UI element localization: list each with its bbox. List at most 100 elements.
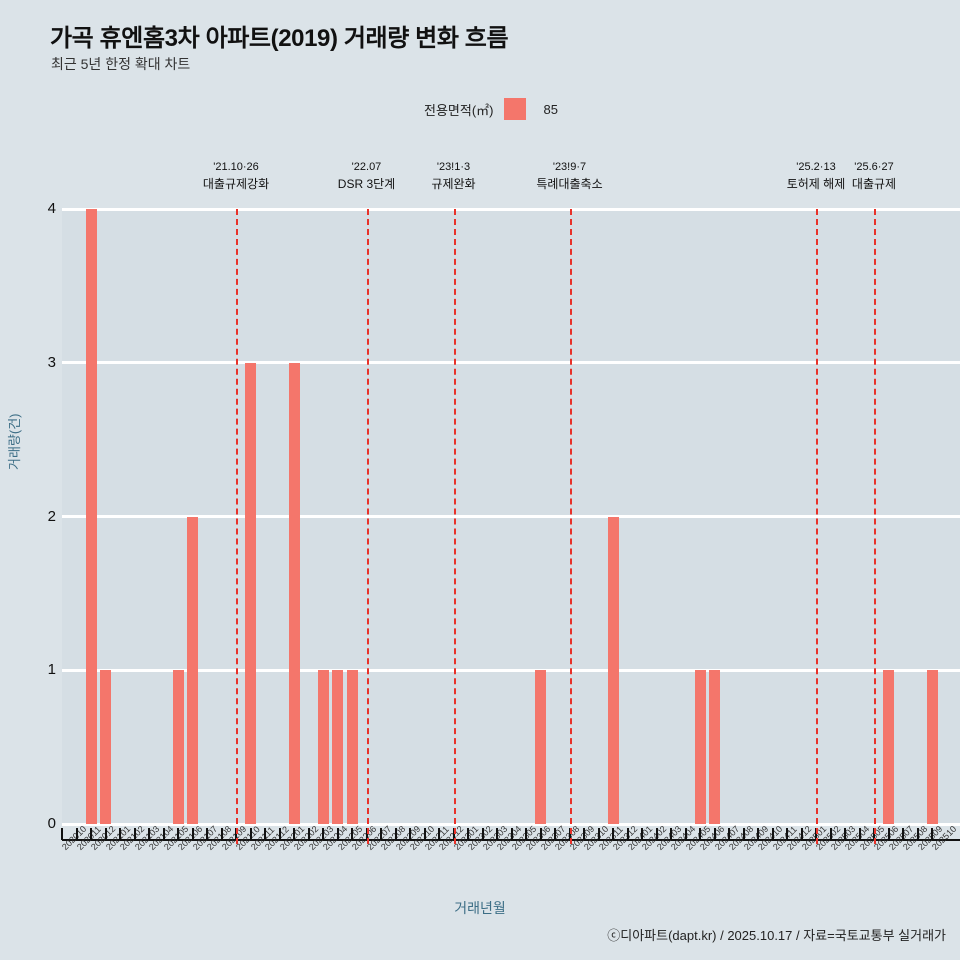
x-tick bbox=[61, 828, 63, 840]
bar[interactable] bbox=[694, 670, 706, 824]
x-tick bbox=[554, 828, 556, 840]
annotation-label: '25.2·13 토허제 해제 bbox=[787, 160, 846, 193]
x-tick bbox=[931, 828, 933, 840]
x-axis-line bbox=[62, 839, 960, 841]
annotation-event: 대출규제강화 bbox=[202, 176, 270, 191]
x-tick bbox=[684, 828, 687, 840]
annotation-date: '22.07 bbox=[351, 161, 382, 173]
x-tick bbox=[612, 828, 614, 840]
bar[interactable] bbox=[245, 362, 256, 824]
legend-value: 85 bbox=[543, 101, 558, 117]
x-tick bbox=[844, 828, 846, 840]
annotation-event: 특례대출축소 bbox=[536, 176, 603, 191]
gridline bbox=[62, 361, 960, 365]
bar[interactable] bbox=[172, 670, 184, 824]
x-tick bbox=[119, 828, 121, 840]
x-tick bbox=[481, 828, 484, 840]
x-tick bbox=[771, 828, 774, 840]
x-tick bbox=[467, 828, 469, 840]
bar[interactable] bbox=[187, 516, 198, 824]
y-tick-label: 4 bbox=[47, 200, 56, 217]
bar[interactable] bbox=[535, 670, 546, 824]
bar[interactable] bbox=[607, 516, 619, 824]
bar[interactable] bbox=[332, 670, 343, 824]
annotation-label: '23!9·7 특례대출축소 bbox=[536, 160, 602, 193]
chart-source-footer: ⓒ디아파트(dapt.kr) / 2025.10.17 / 자료=국토교통부 실… bbox=[607, 928, 946, 943]
x-tick bbox=[786, 828, 788, 840]
bar[interactable] bbox=[317, 670, 329, 824]
x-tick bbox=[148, 828, 150, 840]
x-tick bbox=[322, 828, 324, 840]
x-tick bbox=[249, 828, 252, 840]
x-tick bbox=[641, 828, 643, 840]
x-tick bbox=[496, 828, 498, 840]
x-tick bbox=[655, 828, 658, 840]
bar[interactable] bbox=[883, 670, 894, 824]
x-tick bbox=[206, 828, 208, 840]
x-tick bbox=[177, 828, 179, 840]
x-tick bbox=[742, 828, 745, 840]
x-tick bbox=[104, 828, 107, 840]
x-tick bbox=[525, 828, 527, 840]
x-tick bbox=[264, 828, 266, 840]
annotation-label: '21.10·26 대출규제강화 bbox=[203, 160, 269, 193]
annotation-date: '23!9·7 bbox=[552, 161, 587, 173]
annotation-label: '23!1·3 규제완화 bbox=[431, 160, 475, 193]
annotation-line bbox=[366, 209, 369, 844]
annotation-line bbox=[816, 209, 818, 844]
x-tick bbox=[380, 828, 382, 840]
gridline bbox=[62, 207, 960, 211]
bar[interactable] bbox=[926, 670, 938, 824]
x-tick bbox=[394, 828, 397, 840]
x-tick bbox=[670, 828, 672, 840]
bar[interactable] bbox=[288, 362, 300, 824]
chart-legend: 전용면적(㎡) 85 bbox=[424, 98, 558, 120]
x-tick bbox=[539, 828, 542, 840]
x-tick bbox=[713, 828, 716, 840]
annotation-event: 토허제 해제 bbox=[786, 176, 846, 191]
x-tick bbox=[293, 828, 295, 840]
annotation-line bbox=[453, 209, 456, 844]
x-tick bbox=[438, 828, 440, 840]
x-tick bbox=[829, 828, 832, 840]
annotation-line bbox=[569, 209, 572, 844]
x-tick bbox=[728, 828, 730, 840]
x-tick bbox=[423, 828, 426, 840]
plot-area bbox=[62, 207, 960, 826]
bar[interactable] bbox=[346, 670, 358, 824]
x-tick bbox=[220, 828, 223, 840]
annotation-event: DSR 3단계 bbox=[337, 176, 396, 191]
x-tick bbox=[409, 828, 411, 840]
annotation-line bbox=[874, 209, 876, 844]
annotation-date: '25.2·13 bbox=[796, 161, 836, 173]
annotation-date: '23!1·3 bbox=[436, 161, 471, 173]
gridline bbox=[62, 668, 960, 672]
bar[interactable] bbox=[85, 209, 97, 824]
annotation-date: '25.6·27 bbox=[854, 161, 894, 173]
x-tick bbox=[133, 828, 136, 840]
annotation-event: 대출규제 bbox=[851, 176, 897, 191]
x-tick bbox=[75, 828, 78, 840]
y-tick-label: 2 bbox=[47, 507, 56, 525]
y-axis-ticks: 0 1 2 3 4 bbox=[0, 200, 56, 832]
x-tick bbox=[307, 828, 310, 840]
x-tick bbox=[916, 828, 919, 840]
bar[interactable] bbox=[100, 670, 111, 824]
y-tick-label: 1 bbox=[47, 661, 56, 679]
y-tick-label: 3 bbox=[47, 353, 56, 371]
x-tick bbox=[162, 828, 165, 840]
x-tick bbox=[887, 828, 890, 840]
annotation-event: 규제완화 bbox=[431, 176, 476, 191]
x-tick bbox=[800, 828, 803, 840]
x-tick bbox=[90, 828, 92, 840]
x-tick bbox=[699, 828, 701, 840]
x-tick bbox=[626, 828, 629, 840]
bar[interactable] bbox=[709, 670, 720, 824]
x-tick bbox=[902, 828, 904, 840]
annotation-date: '21.10·26 bbox=[213, 161, 259, 173]
x-tick bbox=[191, 828, 194, 840]
x-axis-label: 거래년월 bbox=[454, 900, 506, 916]
x-tick bbox=[351, 828, 353, 840]
annotation-line bbox=[236, 209, 238, 844]
